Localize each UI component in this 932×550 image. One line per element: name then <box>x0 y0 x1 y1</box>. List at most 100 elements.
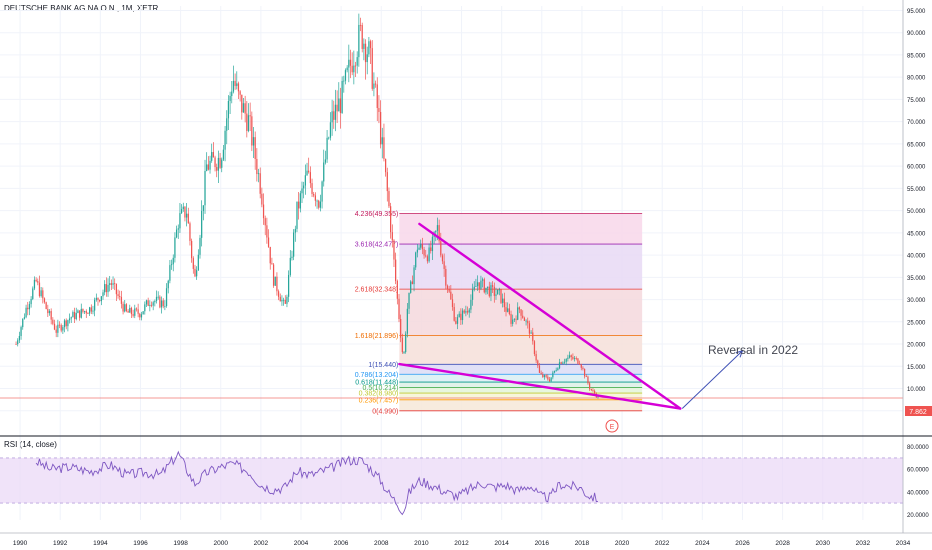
candle-body <box>165 288 168 307</box>
candle-body <box>306 170 308 176</box>
x-tick-label: 1992 <box>53 540 68 547</box>
candle-body <box>23 317 26 319</box>
candle-body <box>393 240 395 260</box>
candle-body <box>528 323 531 334</box>
candle-body <box>498 289 500 291</box>
candle-body <box>28 304 31 310</box>
y-tick-label: 60.000 <box>907 165 926 171</box>
candle-body <box>550 377 552 382</box>
candle-body <box>594 390 596 394</box>
candle-body <box>40 290 42 297</box>
candle-body <box>189 223 191 241</box>
candle-body <box>124 304 126 312</box>
candle-body <box>282 299 285 301</box>
candle-body <box>331 111 333 123</box>
candle-body <box>354 65 357 67</box>
candle-body <box>493 286 495 296</box>
candle-body <box>63 320 66 328</box>
candle-body <box>95 297 97 300</box>
y-tick-label: 25.000 <box>907 320 926 326</box>
fib-zone <box>399 374 643 383</box>
candle-body <box>545 375 547 377</box>
candle-body <box>57 324 59 333</box>
candle-body <box>368 41 370 55</box>
candle-body <box>562 362 564 364</box>
candle-body <box>222 149 225 160</box>
candle-body <box>187 213 189 224</box>
rsi-panel: 80.0000 60.0000 40.0000 20.0000 <box>0 445 929 519</box>
candle-body <box>134 308 136 316</box>
candle-body <box>174 237 176 258</box>
x-tick-label: 2010 <box>414 540 429 547</box>
candle-body <box>408 292 410 309</box>
x-tick-label: 1996 <box>133 540 148 547</box>
y-tick-label: 20.000 <box>907 343 926 349</box>
y-tick-label: 75.000 <box>907 98 926 104</box>
candle-body <box>169 265 171 281</box>
candle-body <box>410 281 412 293</box>
candle-body <box>366 54 368 63</box>
candle-body <box>538 365 541 373</box>
candle-body <box>299 193 301 209</box>
candle-body <box>60 325 62 331</box>
candle-body <box>411 281 413 285</box>
candle-body <box>522 315 524 318</box>
event-marker[interactable] <box>605 419 619 433</box>
candle-body <box>303 185 305 189</box>
fib-level-label: 4.236(49.355) <box>355 211 399 218</box>
candle-body <box>154 301 156 303</box>
fib-level-label: 3.618(42.477) <box>355 242 399 249</box>
candle-body <box>30 298 32 305</box>
candle-body <box>486 286 489 288</box>
candle-body <box>62 327 64 331</box>
candle-body <box>256 158 258 175</box>
reversal-annotation[interactable]: Reversal in 2022 <box>708 343 798 357</box>
y-tick-label: 80.000 <box>907 76 926 82</box>
candle-body <box>580 364 582 368</box>
candle-body <box>110 283 112 285</box>
x-tick-label: 2012 <box>454 540 469 547</box>
candle-body <box>548 379 551 382</box>
candle-body <box>15 344 17 345</box>
candle-body <box>242 103 245 113</box>
fib-level-label: 0.786(13.204) <box>355 372 399 379</box>
candle-body <box>455 320 457 324</box>
candle-body <box>373 83 375 89</box>
candle-body <box>547 376 549 380</box>
candle-body <box>391 232 393 241</box>
candle-body <box>185 213 188 218</box>
candle-body <box>460 313 462 321</box>
candle-body <box>142 311 144 315</box>
fib-zone <box>399 244 643 290</box>
candle-body <box>296 201 298 229</box>
candle-body <box>284 299 286 304</box>
candle-body <box>160 300 163 308</box>
candle-body <box>247 115 250 131</box>
candle-body <box>65 320 67 327</box>
candle-body <box>485 287 487 293</box>
x-tick-label: 2034 <box>896 540 911 547</box>
candle-body <box>48 311 51 314</box>
candle-body <box>425 255 427 257</box>
candle-body <box>115 283 118 295</box>
candle-body <box>246 113 248 131</box>
candle-body <box>237 83 240 92</box>
candle-body <box>353 65 355 73</box>
candle-body <box>77 310 79 313</box>
candle-body <box>314 195 317 201</box>
candle-body <box>468 309 470 313</box>
candle-body <box>364 43 367 63</box>
candle-body <box>540 372 542 375</box>
candle-body <box>35 279 37 282</box>
candle-body <box>97 297 99 300</box>
candle-body <box>588 383 591 389</box>
candle-body <box>428 247 430 262</box>
candle-body <box>266 225 268 238</box>
candle-body <box>244 103 246 114</box>
candle-body <box>199 237 201 255</box>
candle-body <box>440 241 442 256</box>
candle-body <box>426 256 429 262</box>
candle-body <box>383 137 385 159</box>
